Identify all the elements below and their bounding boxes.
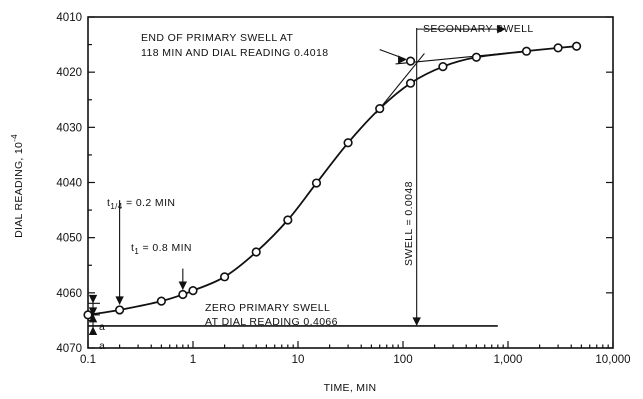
t-quarter-label: t1/4 = 0.2 MIN [107,197,175,211]
data-point [83,310,93,320]
a-label-top: a [99,321,105,333]
x-tick-label: 0.1 [80,354,96,366]
swell-amount-label: SWELL = 0.0048 [403,181,415,266]
data-point [115,305,125,315]
data-point [343,138,353,148]
construction-lines [88,24,506,335]
a-top-arrowhead-1 [88,294,98,304]
data-point [571,41,582,51]
secondary-swell-arrowhead [497,24,506,34]
a-bottom-arrowhead-2 [88,326,98,335]
data-point [188,286,198,296]
data-points [83,41,582,320]
x-tick-label: 1,000 [494,354,523,366]
y-axis-ticks: 4010 4020 4030 4040 4050 4060 4070 [56,12,613,355]
end-primary-label-1: END OF PRIMARY SWELL AT [141,32,294,44]
x-tick-label: 10,000 [595,354,630,366]
data-point [178,289,188,300]
t-quarter-arrowhead [115,296,124,305]
x-tick-label: 10 [292,354,305,366]
t-one-label: t1 = 0.8 MIN [131,242,192,256]
data-point [220,272,230,282]
y-tick-label: 4050 [56,233,82,245]
data-point [553,43,563,53]
data-point [471,52,481,62]
zero-swell-label-1: ZERO PRIMARY SWELL [205,302,330,314]
x-axis-title: TIME, MIN [324,382,377,394]
plot-frame [87,16,614,349]
a-bottom-arrowhead-1 [88,307,98,316]
a-top-arrowhead-2 [88,313,98,323]
t-one-arrowhead [178,281,188,290]
y-tick-label: 4010 [56,12,82,24]
data-point [438,62,448,72]
end-primary-point [405,56,416,66]
y-tick-label: 4040 [56,178,82,190]
secondary-swell-label: SECONDARY SWELL [423,23,534,35]
x-tick-label: 100 [393,354,412,366]
t-quarter-value: = 0.2 MIN [123,197,176,209]
y-tick-label: 4060 [56,288,82,300]
a-label-bottom: a [99,340,105,352]
zero-swell-label-2: AT DIAL READING 0.4066 [205,316,338,328]
y-tick-label: 4070 [56,343,82,355]
data-point [375,103,385,114]
t-quarter-t: t [107,197,110,209]
data-point [521,46,532,56]
swell-arrowhead [412,317,421,326]
end-primary-label-2: 118 MIN AND DIAL READING 0.4018 [141,47,328,59]
y-axis-title-main: DIAL READING, 10 [13,142,25,238]
data-point [156,296,166,306]
y-tick-label: 4020 [56,67,82,79]
t-one-value: = 0.8 MIN [139,242,192,254]
y-tick-label: 4030 [56,122,82,134]
x-axis-ticks: 0.1 1 10 100 1,000 10,000 [80,341,631,366]
swell-curve [87,45,577,316]
data-point [283,215,293,225]
y-axis-title: DIAL READING, 10-4 [10,134,25,238]
t-quarter-subscript: 1/4 [110,202,122,211]
end-primary-arrowhead [398,55,407,64]
data-point [251,247,261,257]
t-one-t: t [131,242,134,254]
data-point [311,178,322,188]
y-axis-title-exp: -4 [10,134,19,142]
x-tick-label: 1 [190,354,196,366]
data-point [405,78,416,88]
t-one-subscript: 1 [134,247,139,256]
